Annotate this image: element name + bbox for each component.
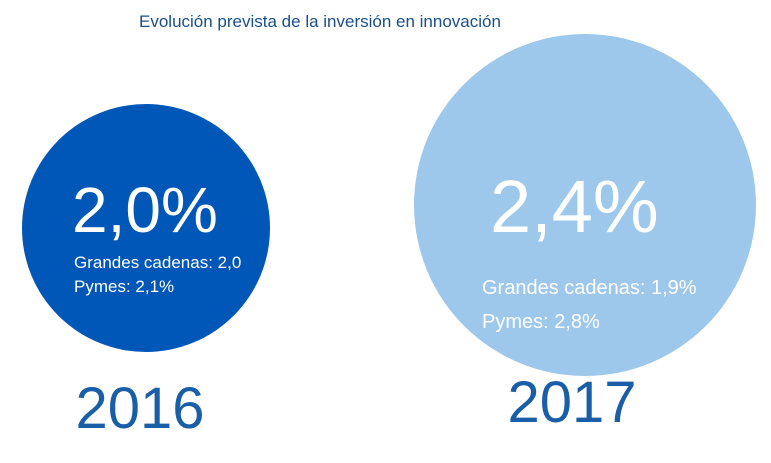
- bubble-value-2017: 2,4%: [490, 165, 659, 248]
- bubble-detail-2017-0: Grandes cadenas: 1,9%: [482, 277, 697, 299]
- chart-title: Evolución prevista de la inversión en in…: [139, 12, 501, 31]
- bubble-detail-2016-0: Grandes cadenas: 2,0: [74, 253, 241, 272]
- bubble-detail-2016-1: Pymes: 2,1%: [74, 277, 174, 296]
- bubble-2016: [22, 104, 270, 352]
- bubble-value-2016: 2,0%: [72, 174, 218, 246]
- bubble-detail-2017-1: Pymes: 2,8%: [482, 311, 600, 333]
- year-label-2016: 2016: [75, 376, 204, 441]
- bubble-2017: [414, 34, 756, 376]
- year-label-2017: 2017: [507, 370, 636, 435]
